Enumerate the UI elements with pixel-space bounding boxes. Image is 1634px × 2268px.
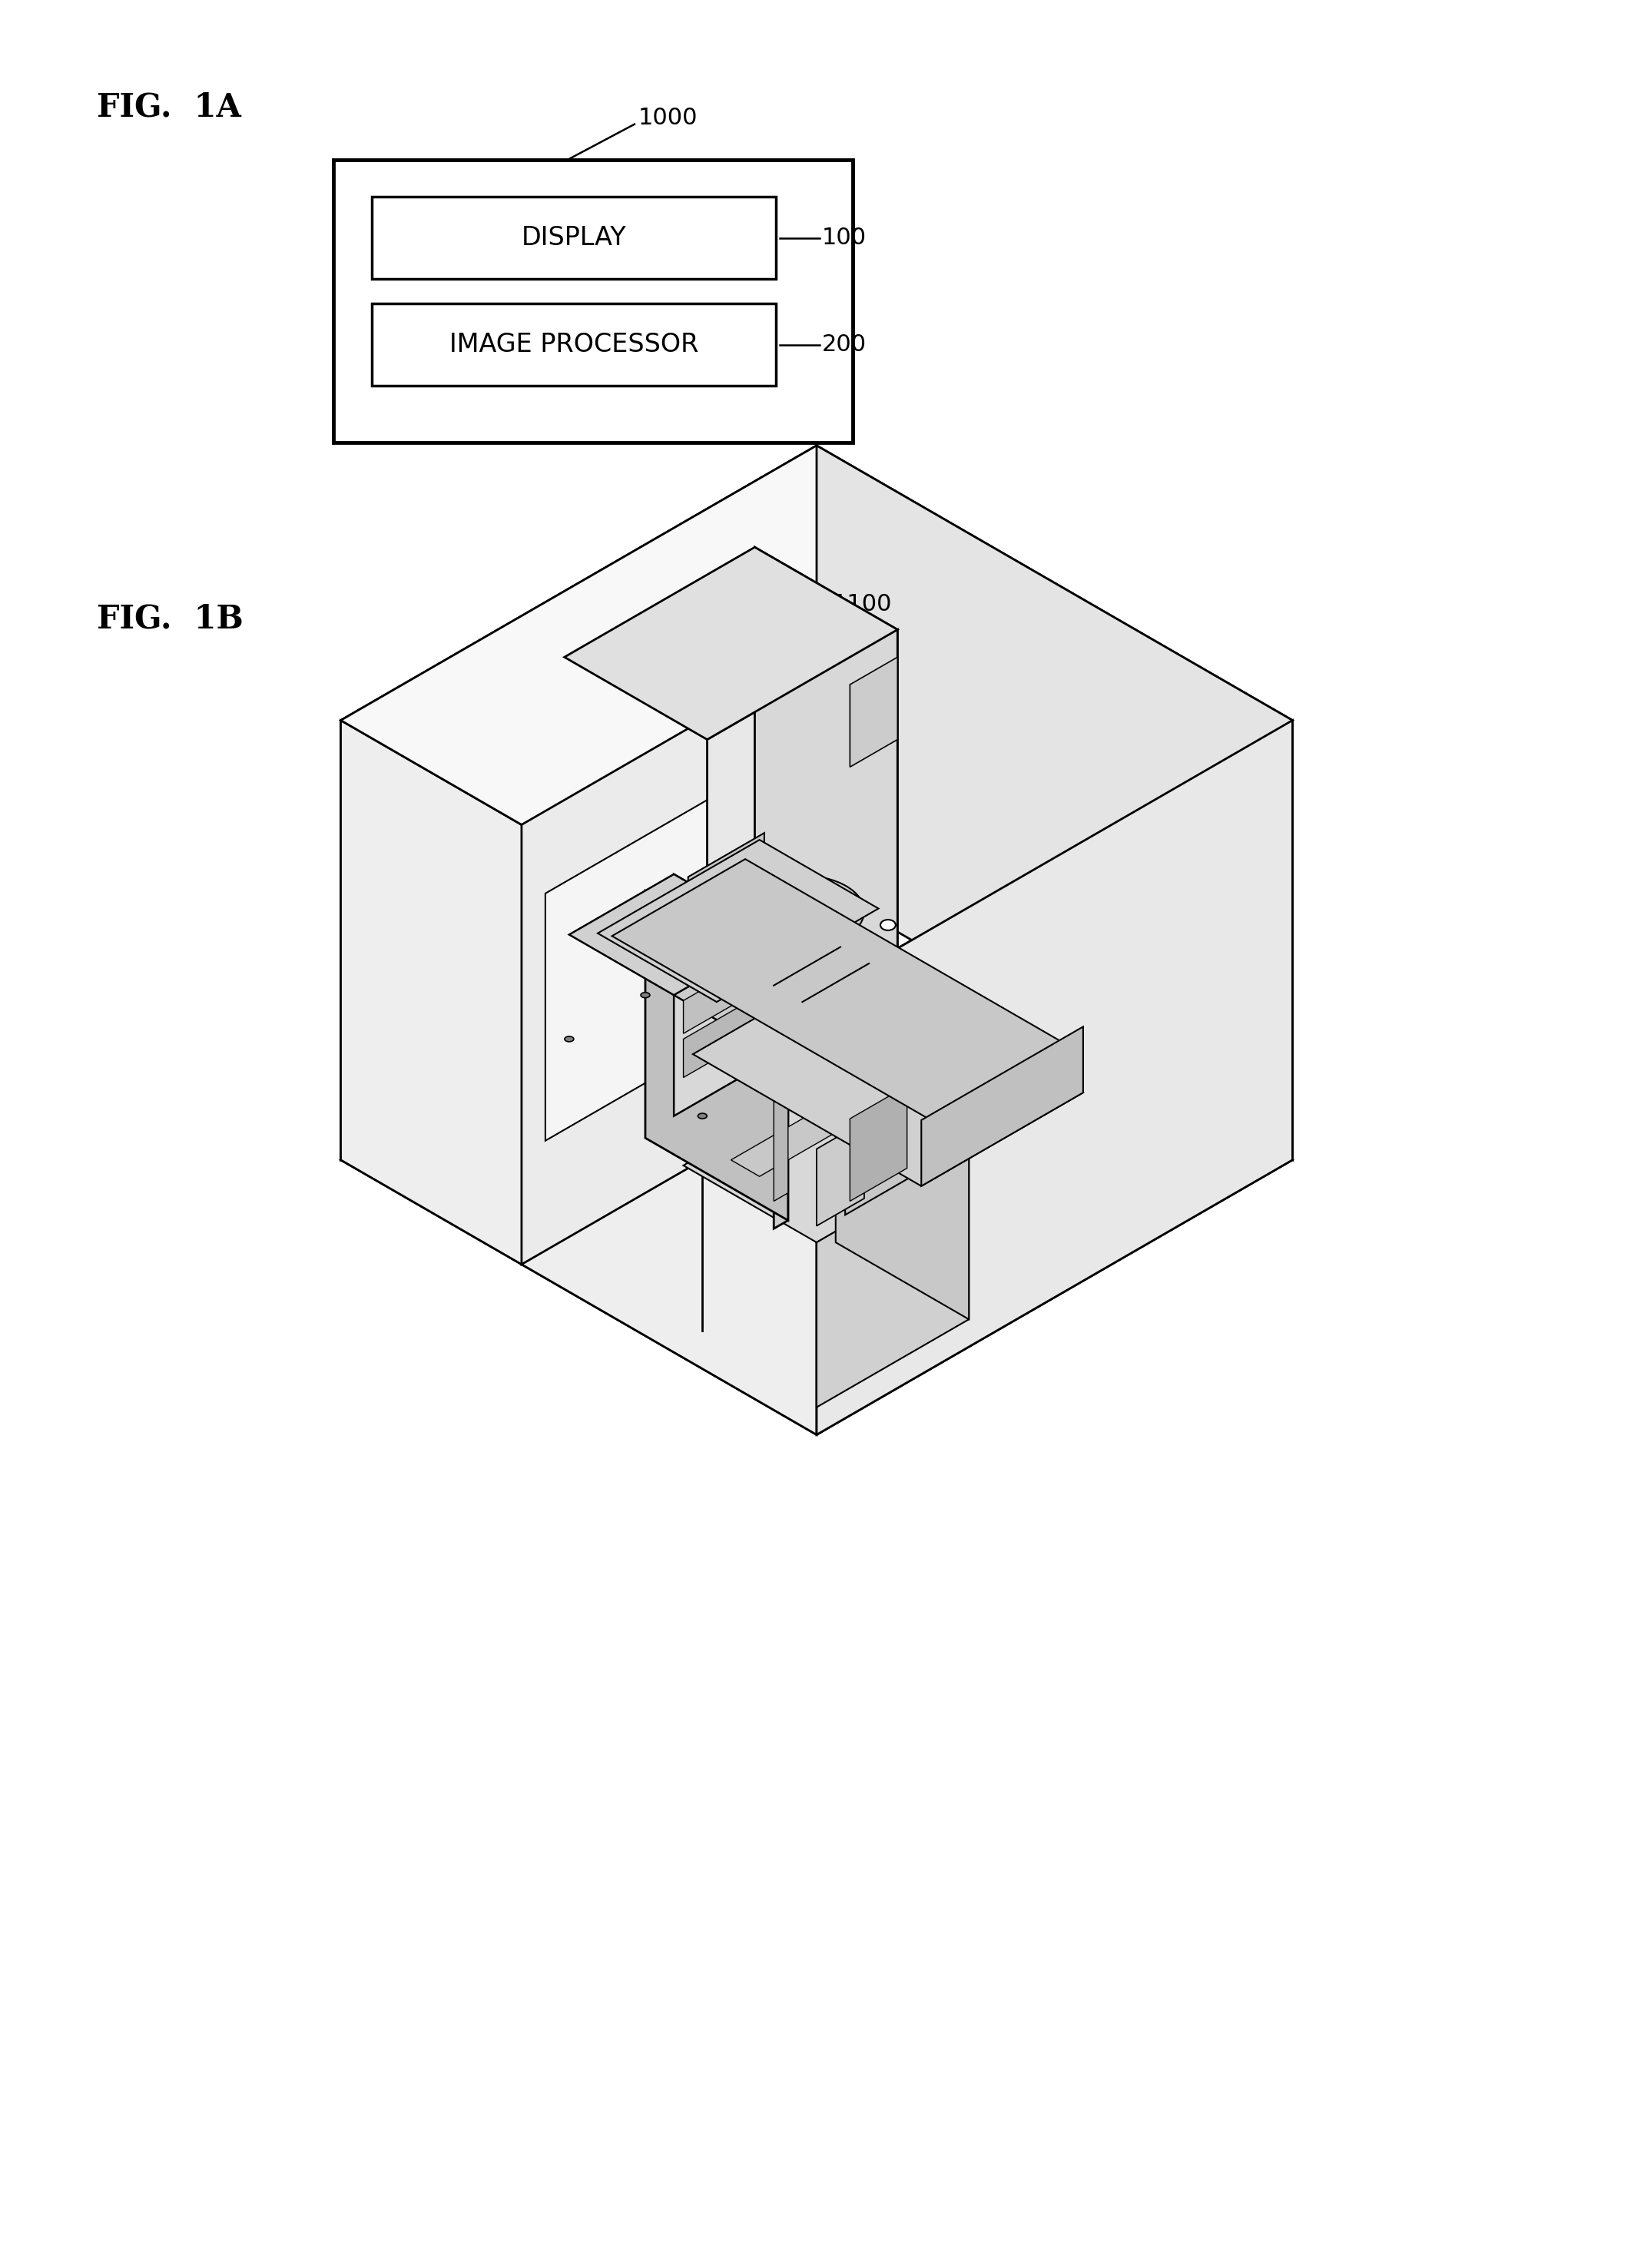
Polygon shape — [342, 885, 1292, 1436]
Polygon shape — [668, 1052, 802, 1129]
Polygon shape — [708, 631, 897, 1152]
Text: 100b: 100b — [578, 1061, 632, 1084]
Ellipse shape — [698, 1114, 708, 1118]
Polygon shape — [683, 950, 770, 1034]
Polygon shape — [817, 445, 1292, 1159]
Ellipse shape — [781, 898, 824, 923]
Polygon shape — [683, 1077, 969, 1243]
Text: 1000: 1000 — [709, 907, 768, 930]
Polygon shape — [730, 1093, 874, 1177]
Polygon shape — [688, 832, 765, 987]
Ellipse shape — [775, 1068, 783, 1075]
Polygon shape — [755, 547, 897, 1041]
Text: 100: 100 — [822, 227, 866, 249]
Polygon shape — [850, 658, 897, 767]
Text: 100a: 100a — [791, 1091, 845, 1111]
Polygon shape — [342, 445, 817, 1159]
Text: 200: 200 — [822, 333, 866, 356]
Polygon shape — [835, 1073, 912, 1116]
Polygon shape — [613, 860, 1069, 1123]
Polygon shape — [569, 873, 778, 996]
Bar — [371, 304, 776, 386]
Bar — [333, 161, 853, 442]
Polygon shape — [673, 873, 778, 1055]
Text: FIG.  1A: FIG. 1A — [96, 91, 242, 125]
Ellipse shape — [753, 885, 851, 939]
Ellipse shape — [565, 1036, 574, 1041]
Polygon shape — [922, 1027, 1083, 1186]
Ellipse shape — [881, 919, 895, 930]
Polygon shape — [598, 839, 879, 1002]
Text: DISPLAY: DISPLAY — [521, 225, 626, 249]
Polygon shape — [817, 721, 1292, 1436]
Polygon shape — [564, 547, 897, 739]
Polygon shape — [693, 962, 1083, 1186]
Polygon shape — [850, 1086, 907, 1202]
Polygon shape — [342, 445, 1292, 996]
Polygon shape — [521, 633, 855, 1263]
Bar — [371, 197, 776, 279]
Polygon shape — [673, 934, 778, 1116]
Polygon shape — [817, 1154, 969, 1406]
Ellipse shape — [641, 993, 650, 998]
Text: 100c: 100c — [761, 832, 814, 853]
Polygon shape — [546, 742, 807, 1141]
Text: 1100: 1100 — [833, 592, 892, 615]
Polygon shape — [835, 1077, 969, 1320]
Polygon shape — [775, 989, 788, 1202]
Ellipse shape — [740, 875, 864, 948]
Text: FIG.  1B: FIG. 1B — [96, 603, 243, 635]
Text: IMAGE PROCESSOR: IMAGE PROCESSOR — [449, 331, 698, 358]
Polygon shape — [845, 1077, 912, 1216]
Polygon shape — [645, 891, 788, 1220]
Polygon shape — [775, 973, 788, 1229]
Polygon shape — [342, 721, 817, 1436]
Text: 1000: 1000 — [639, 107, 698, 129]
Polygon shape — [683, 989, 770, 1077]
Ellipse shape — [768, 891, 837, 932]
Polygon shape — [817, 1120, 864, 1227]
